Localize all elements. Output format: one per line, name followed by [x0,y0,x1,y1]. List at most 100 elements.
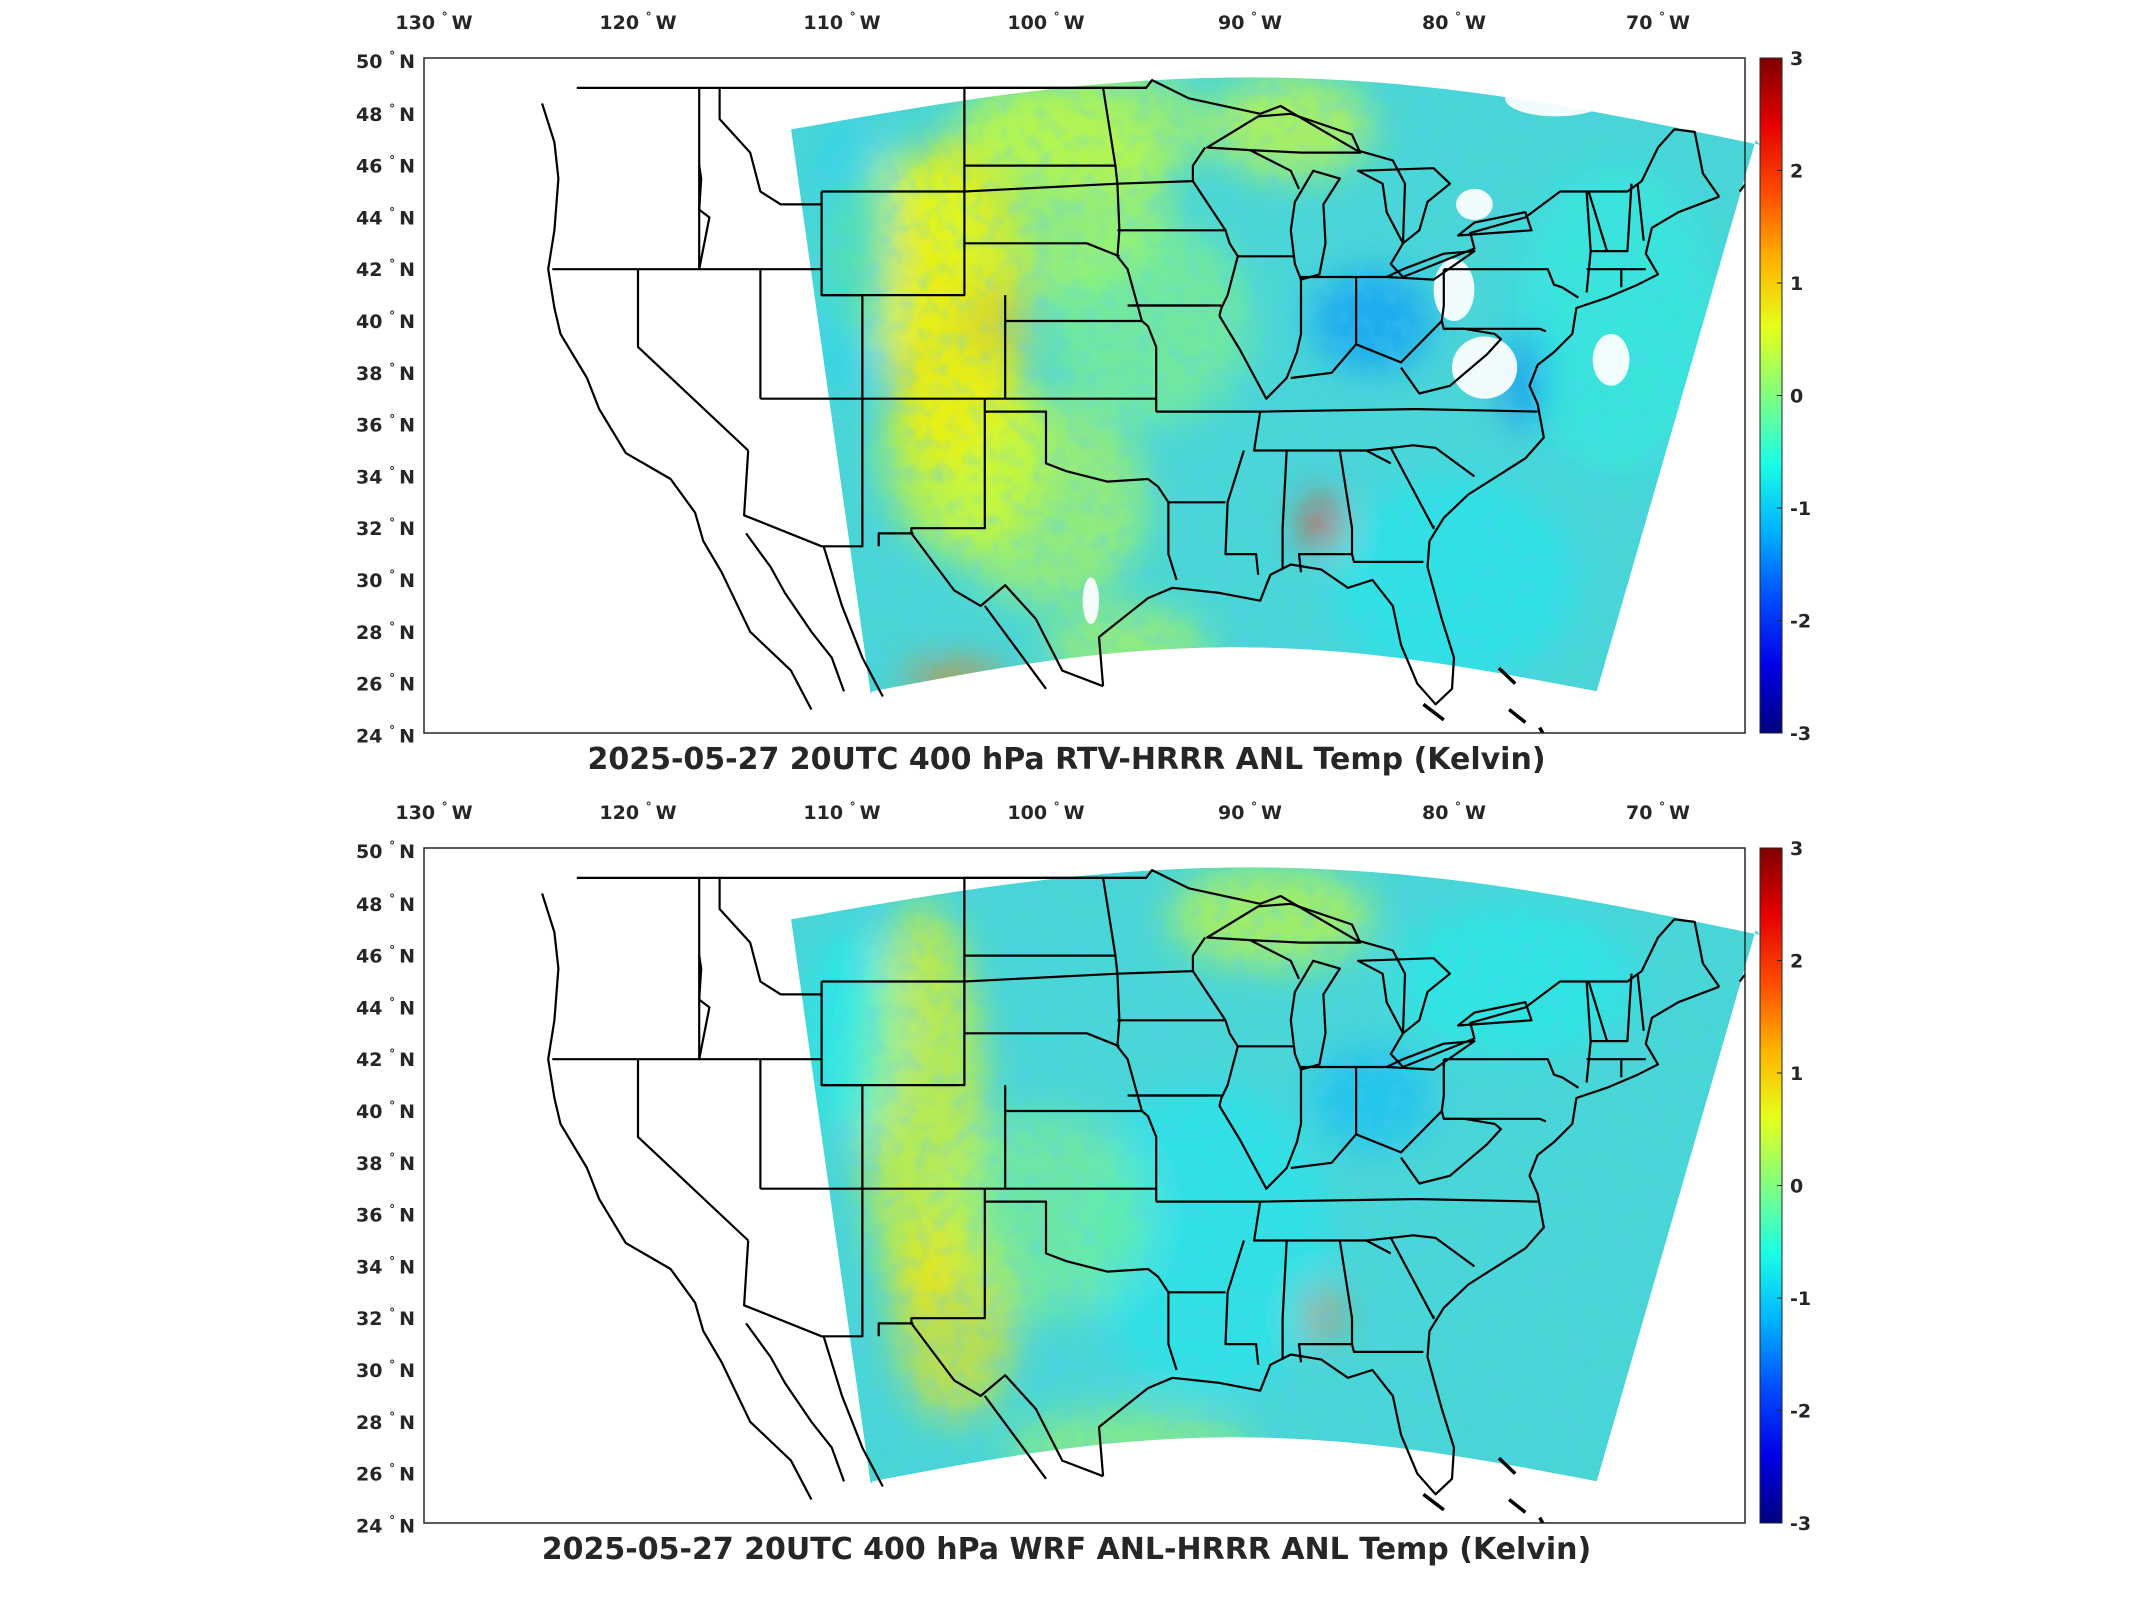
field-texture [791,867,1760,1484]
colorbar-tick-label: 3 [1790,48,1803,70]
coastline [983,605,1047,690]
degree-sign: ° [389,1410,395,1424]
state-border [984,1200,1178,1371]
map-panel-wrf: 130 ° W 120 ° W 110 ° W 100 ° W 90 ° W 80 ° W 70 ° W 5… [0,790,2133,1600]
colorbar-tick-label: 2 [1790,161,1803,183]
latitude-suffix: N [399,1153,415,1175]
degree-sign: ° [389,1306,395,1320]
degree-sign: ° [1251,10,1257,24]
state-border [1350,1343,1424,1353]
degree-sign: ° [1659,800,1665,814]
longitude-suffix: W [656,802,677,824]
coastline [910,1322,1104,1478]
latitude-suffix: N [399,841,415,863]
state-border [1191,970,1227,1021]
state-border [1590,183,1633,253]
longitude-suffix: W [452,802,473,824]
latitude-suffix: N [399,1360,415,1382]
state-border [1443,1058,1579,1089]
colorbar-tick-label: -2 [1790,611,1811,633]
latitude-suffix: N [399,674,415,696]
great-lake [1357,167,1451,245]
colorbar-tick-label: 0 [1790,1176,1803,1198]
latitude-label: 50 ° N [356,839,415,863]
latitude-label: 50 ° N [356,49,415,73]
missing-data-patch [1082,577,1100,625]
island [1422,1492,1445,1512]
map-frame [423,57,1746,734]
longitude-suffix: W [1669,802,1690,824]
latitude-suffix: N [399,946,415,968]
degree-sign: ° [389,892,395,906]
latitude-suffix: N [399,156,415,178]
degree-sign: ° [389,49,395,63]
latitude-label: 28 ° N [356,1410,415,1434]
great-lake [1457,211,1533,237]
longitude-suffix: W [1064,802,1085,824]
temperature-field [791,867,1760,1485]
state-border [964,86,1143,322]
latitude-suffix: N [399,997,415,1019]
degree-sign: ° [389,995,395,1009]
latitude-suffix: N [399,894,415,916]
longitude-suffix: W [1465,12,1486,34]
great-lake [1357,957,1451,1035]
coastline [541,103,813,711]
state-border [910,1188,986,1324]
state-border [984,410,1178,581]
latitude-label: 34 ° N [356,1254,415,1278]
panel-title: 2025-05-27 20UTC 400 hPa RTV-HRRR ANL Te… [587,742,1546,777]
latitude-suffix: N [399,1049,415,1071]
missing-data-patch [1451,336,1518,399]
state-border [1281,1240,1288,1360]
degree-sign: ° [389,672,395,686]
latitude-suffix: N [399,311,415,333]
great-lake [1457,1001,1533,1027]
state-border [964,1032,1120,1048]
state-border [964,876,1143,1112]
degree-sign: ° [389,516,395,530]
longitude-label: 90 ° W [1218,800,1282,824]
latitude-label: 46 ° N [356,944,415,968]
state-border [821,981,966,1087]
coastline [1097,985,1720,1496]
longitude-suffix: W [1261,802,1282,824]
missing-data-patch [1592,333,1630,386]
coastline [822,545,884,698]
latitude-label: 42 ° N [356,257,415,281]
map-frame [423,847,1746,1524]
colorbar-tick-label: 0 [1790,386,1803,408]
degree-sign: ° [389,1462,395,1476]
degree-sign: ° [389,723,395,737]
latitude-label: 38 ° N [356,1151,415,1175]
latitude-suffix: N [399,570,415,592]
degree-sign: ° [389,839,395,853]
latitude-label: 40 ° N [356,309,415,333]
temperature-field [791,77,1760,695]
panel-title: 2025-05-27 20UTC 400 hPa WRF ANL-HRRR AN… [541,1532,1592,1567]
degree-sign: ° [389,1513,395,1527]
island [1497,1456,1517,1475]
longitude-suffix: W [1669,12,1690,34]
longitude-suffix: W [860,12,881,34]
colorbar-tick-label: 2 [1790,951,1803,973]
degree-sign: ° [389,361,395,375]
state-border [1389,1237,1435,1320]
state-border [1117,146,1207,185]
state-border [1587,981,1609,1042]
state-border [910,398,986,534]
state-border [1005,319,1158,412]
colorbar-tick-label: -1 [1790,498,1811,520]
longitude-label: 110 ° W [803,800,880,824]
degree-sign: ° [389,1203,395,1217]
state-border [698,165,711,270]
degree-sign: ° [389,413,395,427]
latitude-label: 24 ° N [356,1513,415,1537]
state-border [821,191,966,297]
degree-sign: ° [442,10,448,24]
state-border [1443,1117,1547,1123]
state-border [636,1059,749,1242]
degree-sign: ° [389,1254,395,1268]
degree-sign: ° [389,464,395,478]
geography-lines [541,869,1745,1523]
